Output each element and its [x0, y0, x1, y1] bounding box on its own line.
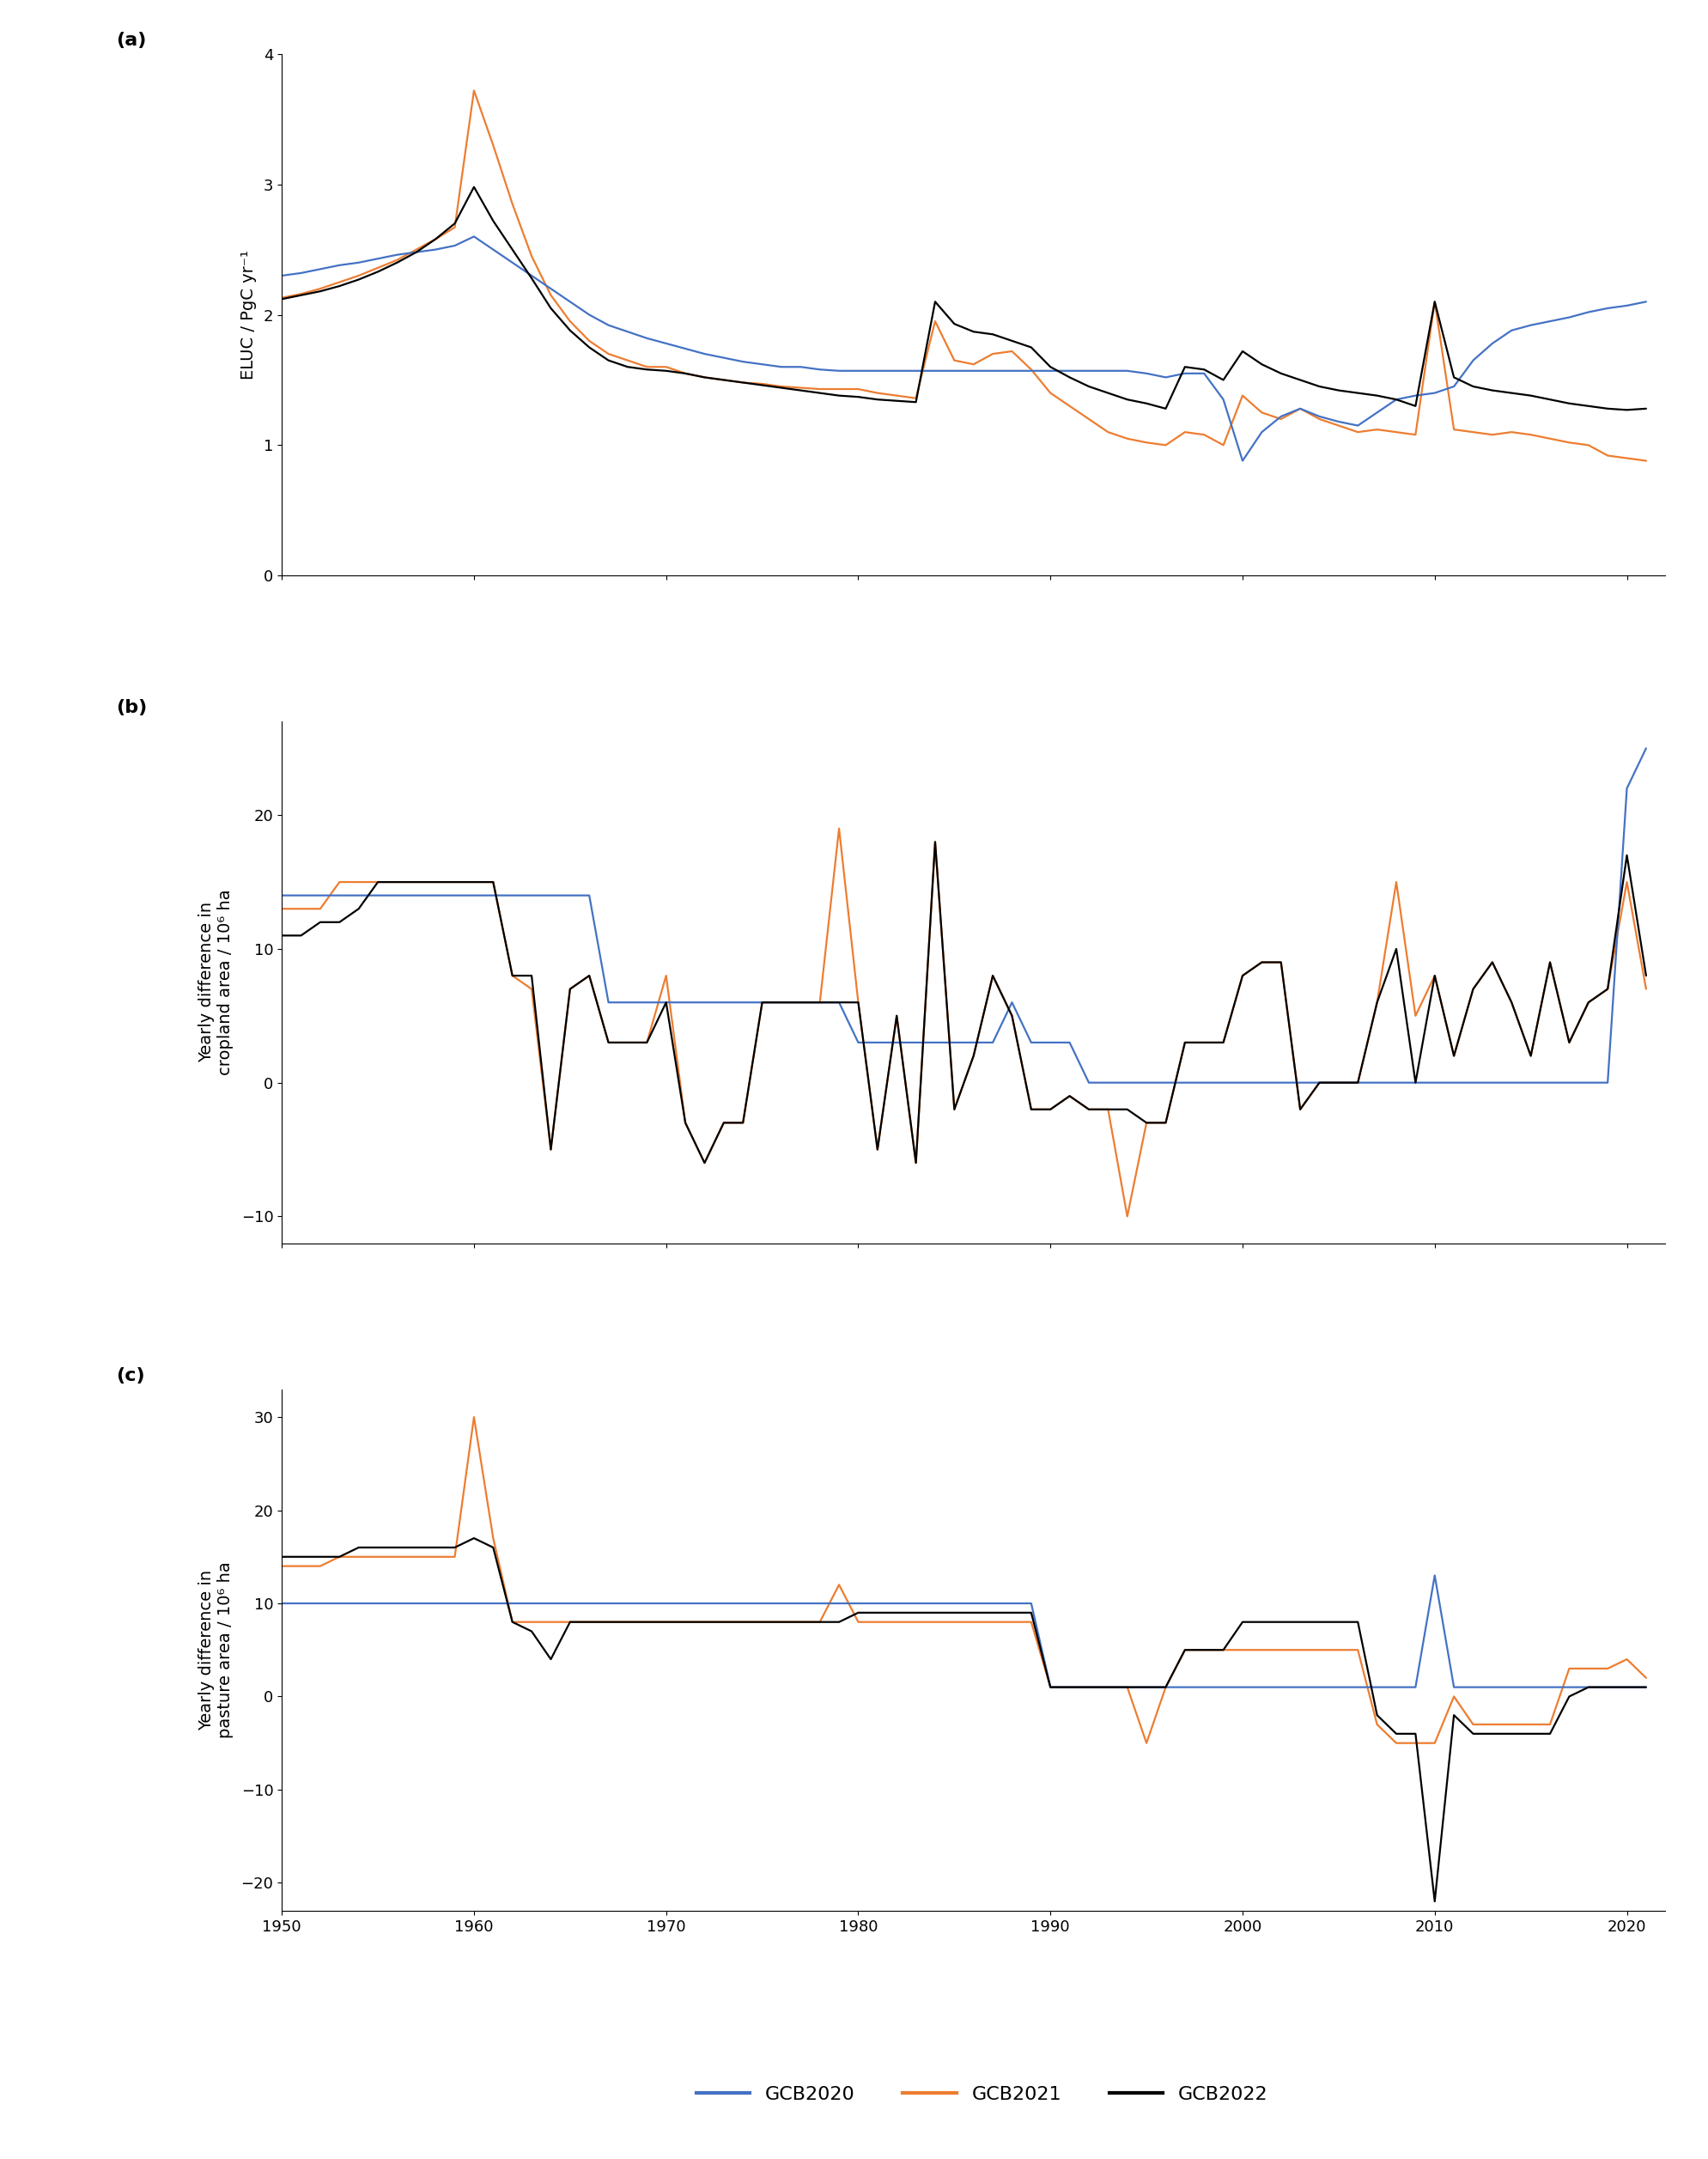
Text: (b): (b) [116, 700, 147, 717]
Y-axis label: Yearly difference in
pasture area / 10⁶ ha: Yearly difference in pasture area / 10⁶ … [198, 1561, 234, 1738]
Legend: GCB2020, GCB2021, GCB2022: GCB2020, GCB2021, GCB2022 [688, 2079, 1276, 2112]
Y-axis label: Yearly difference in
cropland area / 10⁶ ha: Yearly difference in cropland area / 10⁶… [198, 890, 234, 1075]
Text: (a): (a) [116, 32, 147, 50]
Text: (c): (c) [116, 1367, 145, 1384]
Y-axis label: ELUC / PgC yr⁻¹: ELUC / PgC yr⁻¹ [241, 250, 256, 380]
